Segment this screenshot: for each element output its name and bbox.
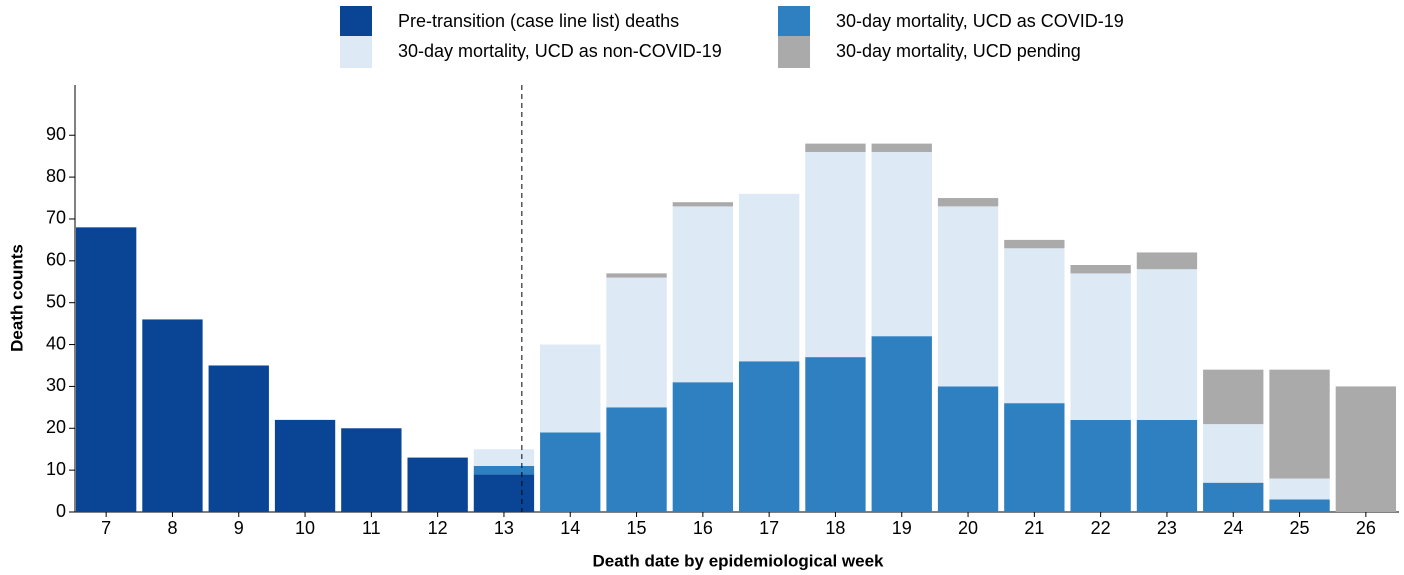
- bar-segment: [1004, 248, 1065, 404]
- x-tick-label: 18: [825, 518, 845, 538]
- y-tick-label: 20: [46, 417, 66, 437]
- x-tick-label: 12: [428, 518, 448, 538]
- bar-segment: [208, 365, 269, 512]
- legend-label: 30-day mortality, UCD pending: [836, 41, 1081, 61]
- legend-label: 30-day mortality, UCD as non-COVID-19: [398, 41, 722, 61]
- bar-segment: [1136, 269, 1198, 420]
- x-tick-label: 23: [1157, 518, 1177, 538]
- y-tick-label: 50: [46, 291, 66, 311]
- x-tick-label: 14: [560, 518, 580, 538]
- bar-segment: [473, 449, 535, 466]
- bar-segment: [738, 193, 800, 362]
- bar-segment: [672, 202, 734, 207]
- bar-segment: [937, 206, 999, 387]
- y-tick-label: 40: [46, 333, 66, 353]
- x-tick-label: 20: [958, 518, 978, 538]
- x-tick-label: 8: [167, 518, 177, 538]
- bar-segment: [738, 361, 800, 512]
- bar-segment: [1070, 419, 1131, 512]
- x-tick-label: 9: [234, 518, 244, 538]
- x-tick-label: 24: [1223, 518, 1243, 538]
- x-tick-label: 11: [362, 518, 381, 538]
- bar-segment: [1004, 239, 1065, 249]
- bar-segment: [937, 386, 999, 512]
- legend-swatch: [340, 6, 372, 38]
- bar-segment: [805, 143, 866, 152]
- x-tick-label: 19: [892, 518, 912, 538]
- legend-swatch: [340, 36, 372, 68]
- bar-segment: [341, 428, 402, 512]
- bar-segment: [871, 143, 932, 152]
- bar-segment: [1070, 265, 1131, 274]
- bar-segment: [473, 474, 535, 512]
- bar-segment: [274, 419, 336, 512]
- x-tick-label: 22: [1091, 518, 1111, 538]
- x-tick-label: 25: [1290, 518, 1310, 538]
- x-tick-label: 16: [693, 518, 713, 538]
- bar-segment: [937, 198, 999, 207]
- y-tick-label: 10: [46, 459, 66, 479]
- bar-segment: [1203, 369, 1264, 425]
- bar-segment: [606, 407, 667, 512]
- bar-segment: [1203, 482, 1264, 512]
- x-tick-label: 26: [1356, 518, 1376, 538]
- bar-segment: [805, 151, 866, 358]
- bar-segment: [871, 151, 932, 337]
- bar-segment: [407, 457, 468, 512]
- legend-label: 30-day mortality, UCD as COVID-19: [836, 11, 1124, 31]
- x-axis-label: Death date by epidemiological week: [593, 551, 885, 570]
- bar-segment: [606, 273, 667, 278]
- legend-swatch: [778, 6, 810, 38]
- bar-segment: [805, 357, 866, 512]
- y-tick-label: 80: [46, 166, 66, 186]
- bar-segment: [672, 206, 734, 383]
- bar-segment: [1203, 424, 1264, 483]
- x-tick-label: 15: [627, 518, 647, 538]
- bar-segment: [672, 382, 734, 512]
- bar-segment: [142, 319, 203, 512]
- bar-segment: [871, 336, 932, 512]
- bar-segment: [1136, 252, 1198, 270]
- bar-segment: [1004, 403, 1065, 512]
- bar-segment: [1269, 369, 1330, 479]
- y-tick-label: 70: [46, 208, 66, 228]
- y-tick-label: 0: [56, 501, 66, 521]
- bar-segment: [1136, 419, 1198, 512]
- bar-segment: [606, 277, 667, 408]
- bar-segment: [540, 432, 601, 512]
- legend-label: Pre-transition (case line list) deaths: [398, 11, 679, 31]
- y-tick-label: 60: [46, 250, 66, 270]
- x-tick-label: 13: [494, 518, 514, 538]
- x-tick-label: 7: [101, 518, 111, 538]
- y-tick-label: 90: [46, 124, 66, 144]
- legend-swatch: [778, 36, 810, 68]
- bar-segment: [473, 465, 535, 475]
- bar-segment: [75, 227, 137, 513]
- y-axis-label: Death counts: [7, 244, 26, 352]
- y-tick-label: 30: [46, 375, 66, 395]
- bar-segment: [1070, 273, 1131, 420]
- bar-segment: [1335, 386, 1397, 512]
- x-tick-label: 10: [295, 518, 315, 538]
- bar-segment: [1269, 478, 1330, 500]
- bar-segment: [1269, 499, 1330, 512]
- bar-segment: [540, 344, 601, 433]
- x-tick-label: 21: [1024, 518, 1044, 538]
- x-tick-label: 17: [759, 518, 779, 538]
